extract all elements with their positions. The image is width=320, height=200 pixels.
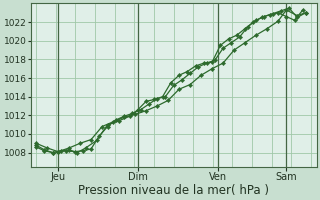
X-axis label: Pression niveau de la mer( hPa ): Pression niveau de la mer( hPa )	[78, 184, 269, 197]
